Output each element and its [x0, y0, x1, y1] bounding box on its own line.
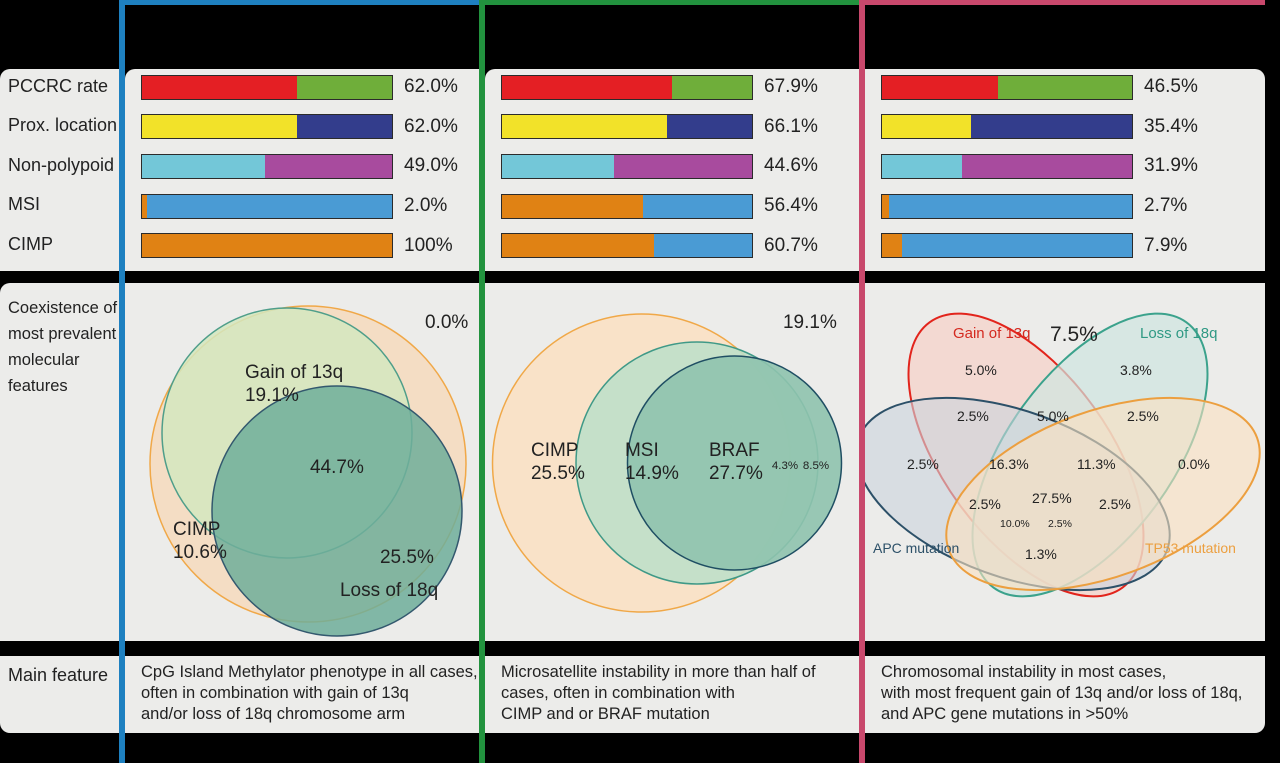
svg-text:2.5%: 2.5%: [969, 496, 1001, 512]
svg-text:19.1%: 19.1%: [245, 385, 299, 406]
svg-text:Loss of 18q: Loss of 18q: [1140, 325, 1217, 342]
svg-text:8.5%: 8.5%: [803, 460, 829, 472]
svg-text:CIMP: CIMP: [173, 519, 220, 540]
svg-text:10.6%: 10.6%: [173, 542, 227, 563]
svg-text:2.5%: 2.5%: [1048, 519, 1072, 530]
svg-text:1.3%: 1.3%: [1025, 546, 1057, 562]
svg-text:Gain of 13q: Gain of 13q: [953, 325, 1030, 342]
svg-text:5.0%: 5.0%: [965, 362, 997, 378]
svg-text:19.1%: 19.1%: [783, 312, 837, 333]
svg-text:5.0%: 5.0%: [1037, 408, 1069, 424]
svg-text:MSI: MSI: [625, 440, 659, 461]
svg-text:TP53 mutation: TP53 mutation: [1145, 540, 1236, 556]
svg-text:16.3%: 16.3%: [989, 456, 1029, 472]
svg-text:Loss of 18q: Loss of 18q: [340, 580, 438, 601]
svg-text:44.7%: 44.7%: [310, 457, 364, 478]
svg-text:0.0%: 0.0%: [425, 312, 468, 333]
svg-text:4.3%: 4.3%: [772, 460, 798, 472]
svg-text:11.3%: 11.3%: [1077, 456, 1116, 472]
svg-text:2.5%: 2.5%: [1127, 408, 1159, 424]
svg-text:0.0%: 0.0%: [1178, 456, 1210, 472]
svg-text:APC mutation: APC mutation: [873, 540, 959, 556]
svg-text:25.5%: 25.5%: [380, 547, 434, 568]
svg-text:CIMP: CIMP: [531, 440, 578, 461]
svg-text:BRAF: BRAF: [709, 440, 760, 461]
svg-text:27.5%: 27.5%: [1032, 490, 1072, 506]
svg-text:7.5%: 7.5%: [1050, 323, 1098, 346]
svg-text:3.8%: 3.8%: [1120, 362, 1152, 378]
svg-text:10.0%: 10.0%: [1000, 519, 1030, 530]
svg-text:2.5%: 2.5%: [1099, 496, 1131, 512]
svg-text:2.5%: 2.5%: [907, 456, 939, 472]
svg-text:27.7%: 27.7%: [709, 463, 763, 484]
svg-text:25.5%: 25.5%: [531, 463, 585, 484]
svg-text:2.5%: 2.5%: [957, 408, 989, 424]
svg-text:14.9%: 14.9%: [625, 463, 679, 484]
svg-text:Gain of 13q: Gain of 13q: [245, 362, 343, 383]
